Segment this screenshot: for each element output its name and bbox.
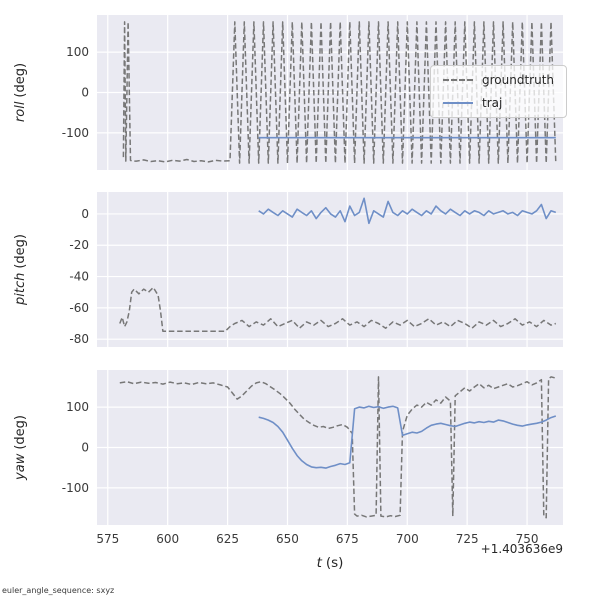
legend-entry-groundtruth: groundtruth — [443, 73, 554, 87]
subplot-yaw: -100 0 100 575 600 625 650 675 700 725 750 yaw(deg) — [13, 370, 563, 546]
xtick-label: 675 — [336, 532, 359, 546]
xtick-label: 575 — [96, 532, 119, 546]
groundtruth-dashed-line-icon — [443, 79, 473, 81]
ytick-label-yaw: -100 — [62, 481, 89, 495]
ytick-label-pitch: -60 — [69, 301, 89, 315]
x-axis-label-unit: (s) — [325, 555, 344, 571]
series-traj-yaw — [258, 405, 557, 469]
xtick-label: 700 — [396, 532, 419, 546]
ytick-label-yaw: 100 — [66, 400, 89, 414]
ylabel-yaw: yaw(deg) — [13, 415, 28, 481]
series-groundtruth-yaw — [119, 376, 556, 519]
series-traj-pitch — [258, 197, 557, 225]
xtick-label: 650 — [276, 532, 299, 546]
ytick-label-pitch: -20 — [69, 238, 89, 252]
ytick-label-pitch: 0 — [81, 207, 89, 221]
legend: groundtruth traj — [430, 65, 568, 118]
ylabel-pitch: pitch(deg) — [13, 234, 28, 306]
legend-entry-traj: traj — [443, 96, 554, 110]
ytick-label-roll: 100 — [66, 45, 89, 59]
legend-label-traj: traj — [482, 96, 503, 110]
x-axis-label-var: t — [316, 555, 322, 571]
ylabel-roll: roll(deg) — [13, 63, 28, 122]
xtick-label: 725 — [456, 532, 479, 546]
series-groundtruth-pitch — [119, 286, 557, 333]
subplot-pitch: -80 -60 -40 -20 0 pitch(deg) — [13, 192, 563, 347]
ytick-label-yaw: 0 — [81, 441, 89, 455]
traj-solid-line-icon — [443, 102, 473, 104]
legend-label-groundtruth: groundtruth — [482, 73, 555, 87]
x-axis-label: t (s) — [97, 555, 563, 571]
x-axis-offset-text: +1.403636e9 — [480, 542, 563, 556]
xtick-label: 750 — [516, 532, 539, 546]
xtick-label: 625 — [216, 532, 239, 546]
ytick-label-pitch: -80 — [69, 332, 89, 346]
axes-background-pitch — [97, 192, 563, 347]
grid-pitch — [97, 192, 563, 347]
footer-note: euler_angle_sequence: sxyz — [2, 586, 115, 595]
grid-yaw — [97, 370, 563, 525]
ytick-label-roll: -100 — [62, 126, 89, 140]
ytick-label-roll: 0 — [81, 86, 89, 100]
ytick-label-pitch: -40 — [69, 270, 89, 284]
xtick-label: 600 — [156, 532, 179, 546]
